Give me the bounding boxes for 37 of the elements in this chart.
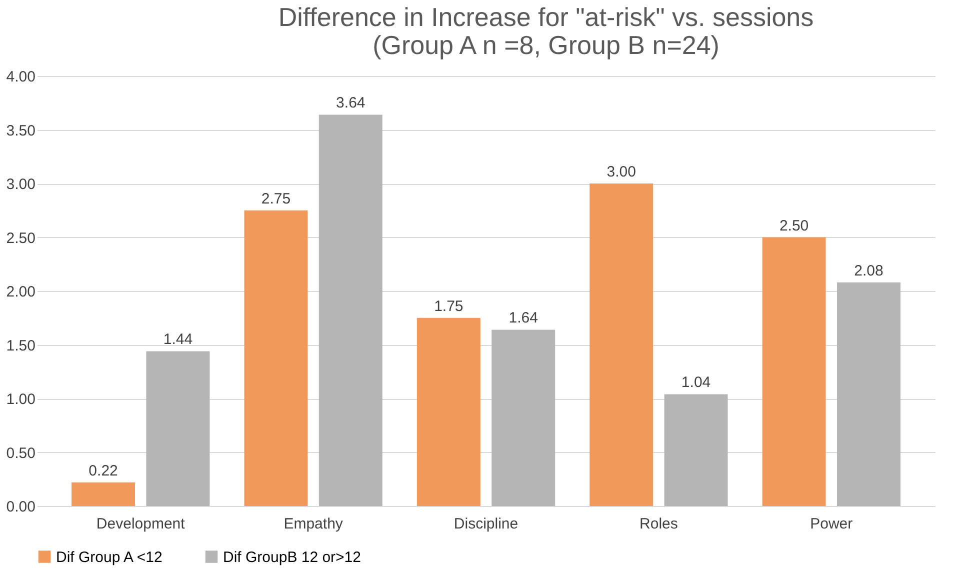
data-label: 2.08 [854, 262, 884, 280]
y-tick-label: 3.50 [6, 122, 36, 140]
y-tick-label: 2.00 [6, 284, 36, 300]
bar [416, 318, 480, 506]
data-label: 0.22 [88, 462, 118, 480]
data-label: 3.64 [336, 94, 366, 112]
bar [664, 394, 728, 506]
data-label: 1.64 [508, 310, 538, 327]
data-label: 1.75 [434, 298, 464, 315]
data-label: 3.00 [606, 164, 636, 180]
data-label: 2.50 [779, 217, 809, 234]
x-tick-label: Power [810, 516, 853, 532]
y-tick-label: 3.00 [6, 176, 36, 193]
x-tick-label: Discipline [454, 516, 518, 532]
bar [318, 114, 382, 506]
y-tick-label: 4.00 [6, 68, 36, 86]
x-tick-label: Empathy [284, 516, 344, 532]
data-label: 1.44 [163, 331, 193, 348]
y-tick-label: 2.50 [6, 230, 36, 247]
x-tick-label: Development [96, 516, 186, 532]
bar [492, 330, 556, 506]
bar [72, 482, 136, 506]
legend-label: Dif GroupB 12 or>12 [223, 548, 361, 566]
bar [762, 237, 826, 506]
bar [244, 210, 308, 506]
y-tick-label: 1.50 [6, 337, 36, 354]
y-tick-label: 0.00 [6, 498, 36, 516]
x-tick-label: Roles [640, 516, 678, 532]
bar [590, 184, 654, 506]
data-label: 1.04 [681, 374, 711, 392]
chart-title: Difference in Increase for "at-risk" vs. sessions (Group A n =8, Group B n=24) [278, 2, 814, 60]
bar [146, 351, 210, 506]
y-tick-label: 0.50 [6, 444, 36, 462]
legend-label: Dif Group A <12 [56, 548, 162, 566]
data-label: 2.75 [261, 190, 291, 208]
bar [836, 282, 900, 506]
y-tick-label: 1.00 [6, 391, 36, 408]
